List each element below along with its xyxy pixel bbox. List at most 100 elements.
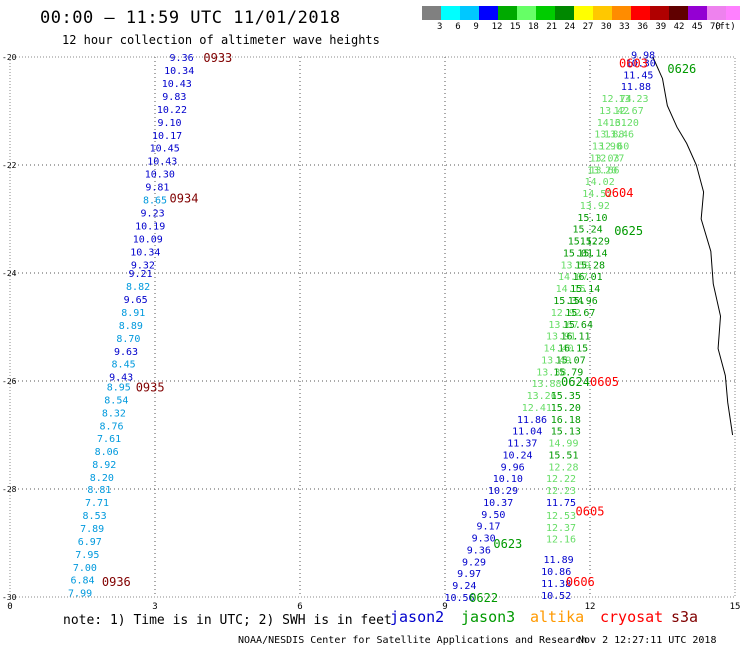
page-subtitle: 12 hour collection of altimeter wave hei… bbox=[62, 33, 380, 47]
data-point-label: 8.95 bbox=[107, 382, 131, 393]
colorbar-tick-label: 42 bbox=[673, 22, 685, 32]
data-point-label: 12.92 bbox=[551, 308, 581, 319]
data-point-label: 10.19 bbox=[135, 221, 165, 232]
data-point-label: 9.17 bbox=[476, 522, 500, 533]
data-point-label: 9.81 bbox=[145, 183, 169, 194]
colorbar-cell bbox=[574, 6, 593, 20]
data-point-label: 8.32 bbox=[102, 408, 126, 419]
colorbar-cell bbox=[441, 6, 460, 20]
x-tick-label: 6 bbox=[297, 602, 302, 610]
data-point-label: 15.13 bbox=[551, 427, 581, 438]
data-point-label: 15.51 bbox=[548, 450, 578, 461]
legend-entry-s3a: s3a bbox=[671, 608, 699, 626]
data-point-label: 10.30 bbox=[145, 170, 175, 181]
page-title: 00:00 — 11:59 UTC 11/01/2018 bbox=[40, 8, 341, 28]
data-point-label: 15.14 bbox=[577, 248, 607, 259]
colorbar-tick-label: 12 bbox=[491, 22, 503, 32]
data-point-label: 12.28 bbox=[548, 462, 578, 473]
x-tick-label: 0 bbox=[7, 602, 12, 610]
data-point-label: 12.23 bbox=[546, 486, 576, 497]
data-point-label: 7.61 bbox=[97, 434, 121, 445]
data-point-label: 11.88 bbox=[621, 82, 651, 93]
time-label: 0603 bbox=[619, 56, 648, 70]
legend-entry-altika: altika bbox=[530, 608, 585, 626]
data-point-label: 7.95 bbox=[75, 550, 99, 561]
data-point-label: 8.89 bbox=[119, 321, 143, 332]
data-point-label: 11.89 bbox=[544, 555, 574, 566]
time-label: 0936 bbox=[102, 575, 131, 589]
footer-timestamp: Nov 2 12:27:11 UTC 2018 bbox=[578, 635, 717, 646]
colorbar-tick-label: 21 bbox=[546, 22, 558, 32]
data-point-label: 15.14 bbox=[570, 284, 600, 295]
x-tick-label: 9 bbox=[442, 602, 447, 610]
data-point-label: 13.66 bbox=[589, 165, 619, 176]
colorbar-tick-label: 15 bbox=[509, 22, 521, 32]
y-tick-label: -26 bbox=[2, 377, 17, 386]
colorbar bbox=[422, 6, 740, 20]
data-point-label: 8.70 bbox=[116, 334, 140, 345]
y-tick-label: -24 bbox=[2, 269, 17, 278]
data-point-label: 16.15 bbox=[558, 344, 588, 355]
colorbar-tick-label: 27 bbox=[582, 22, 594, 32]
colorbar-tick-label: 39 bbox=[655, 22, 667, 32]
colorbar-tick-label: 36 bbox=[637, 22, 649, 32]
data-point-label: 9.30 bbox=[472, 534, 496, 545]
data-point-label: 12.53 bbox=[546, 511, 576, 522]
colorbar-tick-label: 70 bbox=[710, 22, 721, 32]
data-point-label: 15.96 bbox=[568, 296, 598, 307]
data-point-label: 8.76 bbox=[99, 421, 123, 432]
time-label: 0605 bbox=[576, 505, 605, 519]
data-point-label: 10.43 bbox=[162, 79, 192, 90]
data-point-label: 7.99 bbox=[68, 589, 92, 600]
data-point-label: 6.84 bbox=[70, 576, 94, 587]
time-label: 0622 bbox=[469, 591, 498, 605]
legend-entry-jason2: jason2 bbox=[390, 608, 445, 626]
x-tick-label: 3 bbox=[152, 602, 157, 610]
data-point-label: 13.38 bbox=[536, 367, 566, 378]
data-point-label: 11.04 bbox=[512, 427, 542, 438]
data-point-label: 7.89 bbox=[80, 524, 104, 535]
data-point-label: 8.20 bbox=[90, 473, 114, 484]
data-point-label: 8.54 bbox=[104, 395, 128, 406]
data-point-label: 13.26 bbox=[527, 391, 557, 402]
colorbar-tick-label: 6 bbox=[455, 22, 461, 32]
data-point-label: 10.24 bbox=[502, 450, 532, 461]
colorbar-tick-label: 9 bbox=[473, 22, 479, 32]
data-point-label: 16.01 bbox=[573, 272, 603, 283]
y-tick-label: -20 bbox=[2, 53, 17, 62]
data-point-label: 9.29 bbox=[462, 557, 486, 568]
data-point-label: 14.15 bbox=[556, 284, 586, 295]
data-point-label: 9.10 bbox=[157, 118, 181, 129]
data-point-label: 8.45 bbox=[112, 360, 136, 371]
time-label: 0623 bbox=[493, 537, 522, 551]
legend-entry-jason3: jason3 bbox=[461, 608, 516, 626]
data-point-label: 15.20 bbox=[551, 403, 581, 414]
data-point-label: 12.60 bbox=[599, 142, 629, 153]
time-label: 0935 bbox=[136, 380, 165, 394]
data-point-label: 8.81 bbox=[87, 485, 111, 496]
data-point-label: 13.59 bbox=[560, 260, 590, 271]
data-point-label: 10.52 bbox=[541, 591, 571, 602]
data-point-label: 8.06 bbox=[95, 447, 119, 458]
data-point-label: 9.50 bbox=[481, 510, 505, 521]
data-point-label: 15.34 bbox=[553, 296, 583, 307]
data-point-label: 8.91 bbox=[121, 308, 145, 319]
data-point-label: 15.01 bbox=[563, 248, 593, 259]
y-tick-label: -28 bbox=[2, 485, 17, 494]
data-point-label: 9.63 bbox=[114, 347, 138, 358]
data-point-label: 8.65 bbox=[143, 196, 167, 207]
colorbar-tick-label: 24 bbox=[564, 22, 576, 32]
data-point-label: 14.40 bbox=[544, 344, 574, 355]
colorbar-cell bbox=[460, 6, 479, 20]
data-point-label: 10.43 bbox=[147, 157, 177, 168]
colorbar-cell bbox=[422, 6, 441, 20]
colorbar-tick-label: 45 bbox=[691, 22, 703, 32]
data-point-label: 11.37 bbox=[507, 439, 537, 450]
data-point-label: 13.90 bbox=[592, 142, 622, 153]
data-point-label: 12.22 bbox=[546, 474, 576, 485]
colorbar-tick-label: 3 bbox=[437, 22, 443, 32]
data-point-label: 9.24 bbox=[452, 581, 476, 592]
data-point-label: 14.07 bbox=[558, 272, 588, 283]
data-point-label: 13.88 bbox=[531, 379, 561, 390]
time-label: 0626 bbox=[667, 62, 696, 76]
